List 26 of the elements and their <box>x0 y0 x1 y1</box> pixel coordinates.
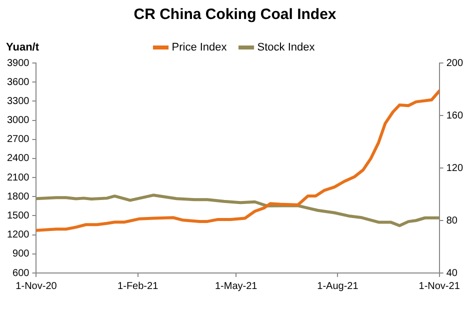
y-tick-label: 2100 <box>6 172 30 184</box>
y-tick-label: 900 <box>12 248 30 260</box>
y-axis-title: Yuan/t <box>6 42 40 54</box>
y-tick-label: 3900 <box>6 58 30 69</box>
y-tick-label: 3600 <box>6 76 30 88</box>
x-tick-label: 1-Nov-21 <box>418 280 460 292</box>
legend-label: Stock Index <box>257 42 316 54</box>
y-tick-label: 1200 <box>6 230 30 241</box>
y2-tick-label: 200 <box>446 58 464 69</box>
y-tick-label: 1800 <box>6 191 30 202</box>
legend-label: Price Index <box>172 42 228 54</box>
y-tick-label: 2400 <box>6 153 30 164</box>
y-tick-label: 3000 <box>6 115 30 126</box>
y-tick-label: 1500 <box>6 210 30 222</box>
x-tick-label: 1-Aug-21 <box>317 280 359 292</box>
x-tick-label: 1-May-21 <box>215 280 258 292</box>
x-tick-label: 1-Nov-20 <box>16 280 58 292</box>
chart-title: CR China Coking Coal Index <box>134 6 337 24</box>
y2-tick-label: 40 <box>446 268 458 279</box>
y2-tick-label: 160 <box>446 110 464 122</box>
y2-tick-label: 80 <box>446 215 458 226</box>
y2-tick-label: 120 <box>446 162 464 174</box>
y-tick-label: 3300 <box>6 96 30 107</box>
x-tick-label: 1-Feb-21 <box>118 280 159 292</box>
y-tick-label: 600 <box>12 268 30 279</box>
y-tick-label: 2700 <box>6 134 30 146</box>
